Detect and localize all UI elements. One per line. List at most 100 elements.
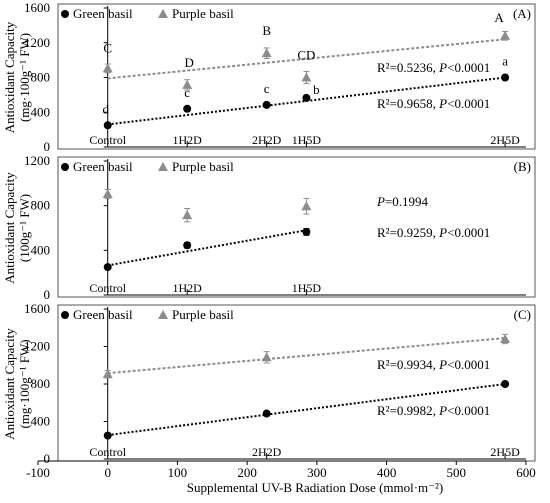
dose-label: 2H5D xyxy=(490,133,520,147)
panel-frame xyxy=(57,3,536,150)
dose-label: 2H2D xyxy=(252,445,282,459)
stat-annotation: R²=0.5236, P<0.0001 xyxy=(377,60,490,75)
legend-marker-green xyxy=(61,163,69,171)
significance-letter: C xyxy=(103,40,112,55)
panel-label: (B) xyxy=(514,159,531,174)
y-tick-label: 800 xyxy=(31,70,51,85)
dose-label: 1H2D xyxy=(173,281,203,295)
significance-letter: d xyxy=(102,101,109,116)
trend-line xyxy=(107,383,506,437)
significance-letter: b xyxy=(313,82,320,97)
legend-label-purple: Purple basil xyxy=(172,159,234,174)
data-point xyxy=(261,352,272,362)
data-point xyxy=(183,241,192,250)
legend-marker-purple xyxy=(158,162,168,171)
legend-label-purple: Purple basil xyxy=(172,6,234,21)
data-point xyxy=(262,100,271,109)
legend-label-green: Green basil xyxy=(73,307,133,322)
data-point xyxy=(261,48,272,58)
x-tick-label: 300 xyxy=(307,465,327,480)
y-tick-label: 800 xyxy=(31,198,51,213)
legend-marker-purple xyxy=(158,310,168,319)
significance-letter: c xyxy=(264,81,270,96)
chart-panel-2: 0 400 800 1200 Antioxidant Capacity(100g⁻¹ F… xyxy=(2,153,536,302)
y-tick-label: 800 xyxy=(31,376,51,391)
significance-letter: A xyxy=(494,10,504,25)
trend-line xyxy=(107,337,506,375)
legend-marker-green xyxy=(61,10,69,18)
series-green-basil: R²=0.9259, P<0.0001 xyxy=(103,225,490,272)
panel-label: (C) xyxy=(514,307,531,322)
stat-annotation: R²=0.9934, P<0.0001 xyxy=(377,357,490,372)
y-tick-label: 0 xyxy=(44,287,51,302)
x-tick-label: 600 xyxy=(516,465,536,480)
x-tick-label: 100 xyxy=(168,465,188,480)
stat-annotation: R²=0.9658, P<0.0001 xyxy=(377,96,490,111)
data-point xyxy=(501,73,510,82)
data-point xyxy=(182,79,193,89)
trend-line xyxy=(107,38,506,80)
data-point xyxy=(302,227,311,236)
stat-annotation: P=0.1994 xyxy=(376,194,429,209)
significance-letter: CD xyxy=(297,48,315,63)
y-tick-label: 1200 xyxy=(24,153,50,168)
x-tick-label: 200 xyxy=(237,465,257,480)
legend-label-green: Green basil xyxy=(73,159,133,174)
data-point xyxy=(102,63,113,73)
data-point xyxy=(302,93,311,102)
data-point xyxy=(183,104,192,113)
data-point xyxy=(500,30,511,40)
data-point xyxy=(103,431,112,440)
stat-annotation: R²=0.9982, P<0.0001 xyxy=(377,403,490,418)
x-tick-label: 0 xyxy=(104,465,111,480)
y-axis-title: Antioxidant Capacity(100g⁻¹ FW) xyxy=(2,172,32,284)
y-tick-label: 400 xyxy=(31,242,51,257)
dose-label: 1H5D xyxy=(292,133,322,147)
dose-label: 2H5D xyxy=(490,445,520,459)
y-tick-label: 400 xyxy=(31,414,51,429)
y-tick-label: 1600 xyxy=(24,301,50,316)
data-point xyxy=(103,263,112,272)
legend-marker-green xyxy=(61,311,69,319)
y-tick-label: 0 xyxy=(44,139,51,154)
x-tick-label: 500 xyxy=(447,465,467,480)
dose-label: 1H2D xyxy=(173,133,203,147)
y-tick-label: 1600 xyxy=(24,0,50,15)
y-tick-label: 400 xyxy=(31,104,51,119)
data-point xyxy=(102,188,113,198)
chart-panel-1: 0 400 800 1200 1600 Antioxidant Capacity(mg·1… xyxy=(2,0,536,154)
legend-marker-purple xyxy=(158,9,168,18)
x-tick-label: 400 xyxy=(377,465,397,480)
series-purple-basil: P=0.1994 xyxy=(102,188,429,223)
x-axis-title: Supplemental UV-B Radiation Dose (mmol·m… xyxy=(187,480,444,495)
y-tick-label: 1200 xyxy=(24,35,50,50)
significance-letter: c xyxy=(184,85,190,100)
dose-label: 1H5D xyxy=(292,281,322,295)
y-tick-label: 1200 xyxy=(24,339,50,354)
y-axis-title: Antioxidant Capacity(mg·100g⁻¹ FW) xyxy=(2,21,32,133)
significance-letter: B xyxy=(262,23,271,38)
data-point xyxy=(301,72,312,82)
chart-panel-3: 0 400 800 1200 1600 Antioxidant Capacity(mg·1… xyxy=(2,301,536,480)
significance-letter: D xyxy=(184,55,193,70)
y-tick-label: 0 xyxy=(44,451,51,466)
trend-line xyxy=(107,229,307,267)
series-green-basil: R²=0.9982, P<0.0001 xyxy=(103,380,510,440)
series-green-basil: d c c b a R²=0.9658, P<0.0001 xyxy=(102,54,510,130)
legend-label-green: Green basil xyxy=(73,6,133,21)
panels: 0 400 800 1200 1600 Antioxidant Capacity(mg·1… xyxy=(2,0,536,480)
series-purple-basil: R²=0.9934, P<0.0001 xyxy=(102,333,511,379)
significance-letter: a xyxy=(502,54,508,69)
data-point xyxy=(500,334,511,343)
stat-annotation: R²=0.9259, P<0.0001 xyxy=(377,225,490,240)
panel-label: (A) xyxy=(513,6,531,21)
data-point xyxy=(301,201,312,211)
dose-label: Control xyxy=(89,281,126,295)
data-point xyxy=(102,369,113,379)
data-point xyxy=(501,380,510,388)
dose-label: 2H2D xyxy=(252,133,282,147)
data-point xyxy=(262,409,271,418)
panel-frame xyxy=(57,156,536,298)
